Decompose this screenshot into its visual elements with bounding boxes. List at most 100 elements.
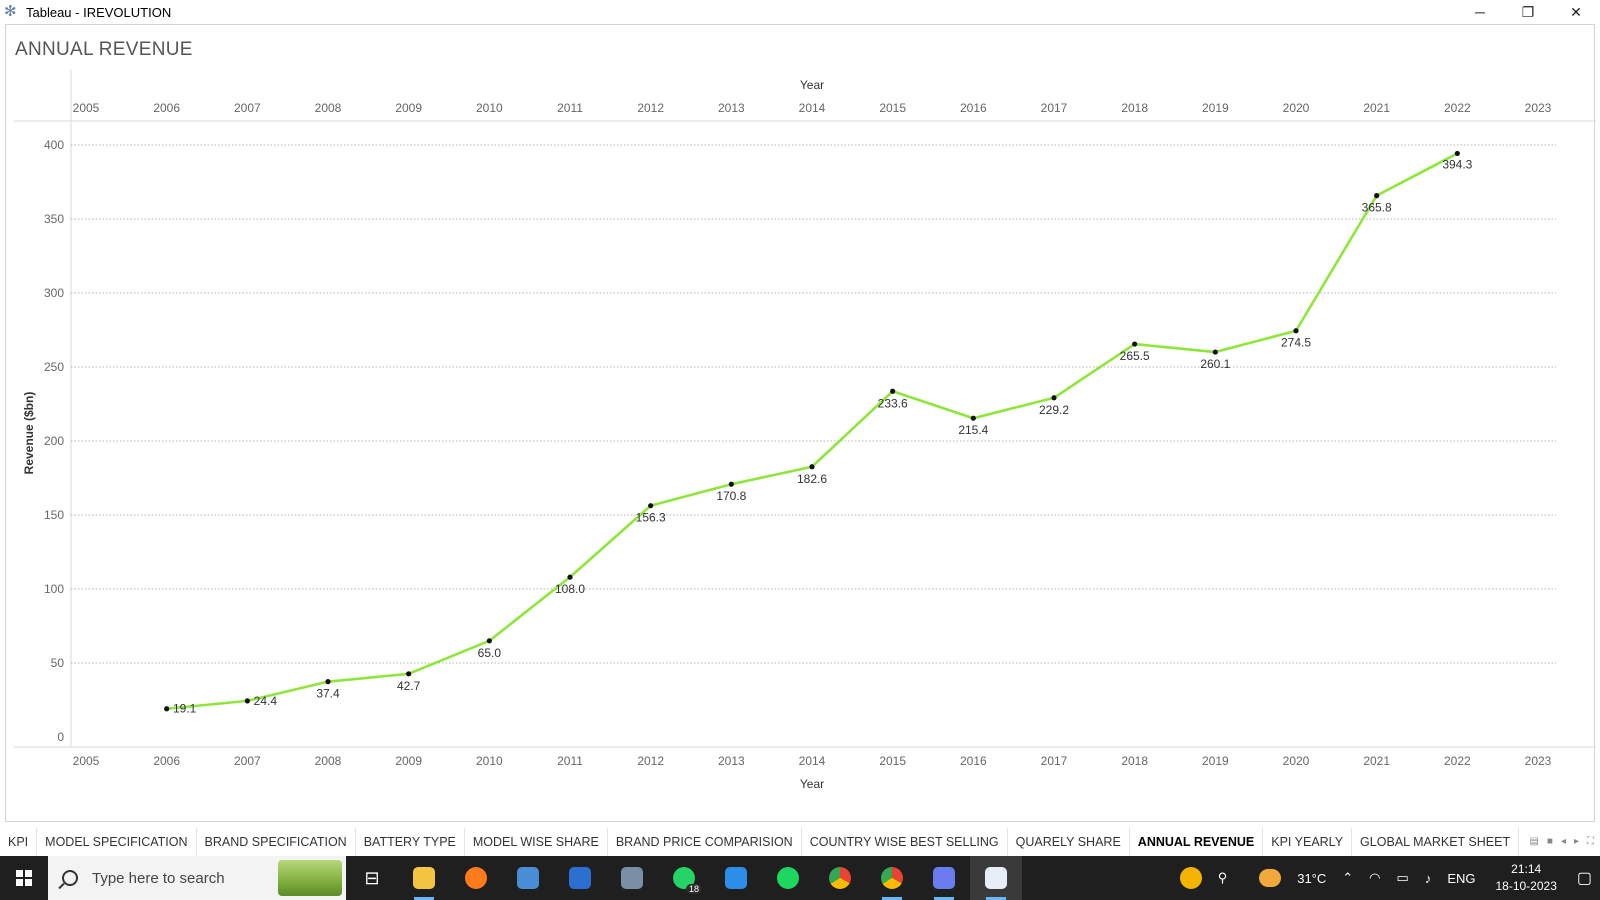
- start-button[interactable]: [0, 856, 48, 900]
- tab-battery-type[interactable]: BATTERY TYPE: [356, 828, 465, 856]
- power-automate-icon[interactable]: [918, 856, 970, 900]
- x-tick-label-bottom: 2019: [1202, 754, 1229, 768]
- x-tick-label-bottom: 2005: [73, 754, 100, 768]
- x-tick-label-bottom: 2007: [234, 754, 261, 768]
- chrome-icon[interactable]: [814, 856, 866, 900]
- sheet-tabs: KPI MODEL SPECIFICATION BRAND SPECIFICATIO…: [0, 828, 1600, 856]
- y-tick-label: 0: [57, 730, 64, 744]
- x-tick-label-bottom: 2015: [879, 754, 906, 768]
- data-point: [1374, 193, 1380, 199]
- prev-sheet-icon[interactable]: ◂: [1560, 836, 1566, 847]
- data-point: [809, 464, 815, 470]
- tab-country-wise-best-selling[interactable]: COUNTRY WISE BEST SELLING: [802, 828, 1008, 856]
- system-tray: ⚲ 31°C ⌃ ◠ ▭ ♪ ENG 21:14 18-10-2023 ▢: [1172, 856, 1600, 900]
- restore-button[interactable]: ❐: [1521, 3, 1535, 20]
- x-tick-label-top: 2008: [315, 101, 342, 115]
- people-icon[interactable]: ⚲: [1217, 870, 1228, 885]
- x-tick-label-top: 2016: [960, 101, 987, 115]
- x-tick-label-top: 2020: [1283, 101, 1310, 115]
- next-sheet-icon[interactable]: ▸: [1573, 836, 1579, 847]
- data-point: [1132, 341, 1138, 347]
- calculator-icon[interactable]: [502, 856, 554, 900]
- x-tick-label-top: 2012: [637, 101, 664, 115]
- data-point: [970, 415, 976, 421]
- x-tick-label-bottom: 2012: [637, 754, 664, 768]
- help-icon[interactable]: [1179, 867, 1202, 889]
- file-explorer-icon[interactable]: [398, 856, 450, 900]
- tableau-taskbar-icon[interactable]: [970, 856, 1022, 900]
- x-tick-label-bottom: 2023: [1525, 754, 1552, 768]
- x-tick-label-top: 2013: [718, 101, 745, 115]
- sheet-title: ANNUAL REVENUE: [15, 39, 193, 60]
- weather-icon[interactable]: [1259, 869, 1282, 887]
- fullscreen-icon[interactable]: ⛶: [1587, 836, 1594, 847]
- language-indicator[interactable]: ENG: [1447, 870, 1476, 886]
- notes-app-icon[interactable]: [554, 856, 606, 900]
- firefox-icon[interactable]: [450, 856, 502, 900]
- data-point: [1212, 349, 1218, 355]
- vscode-icon[interactable]: [710, 856, 762, 900]
- show-tabs-icon[interactable]: ■: [1546, 836, 1553, 847]
- data-point: [164, 706, 170, 712]
- camera-icon[interactable]: [606, 856, 658, 900]
- data-label: 108.0: [555, 582, 585, 596]
- revenue-line-chart[interactable]: 0 50 100 150 200 250 300 350 400 2005 2005 2006 2006…: [6, 25, 1596, 823]
- search-highlight-image: [278, 860, 342, 896]
- x-tick-label-top: 2010: [476, 101, 503, 115]
- data-label: 42.7: [397, 679, 421, 693]
- window-controls: ─ ❐ ✕: [1456, 0, 1600, 24]
- x-tick-label-top: 2023: [1525, 101, 1552, 115]
- chevron-up-icon[interactable]: ⌃: [1342, 870, 1354, 885]
- y-tick-label: 100: [44, 582, 64, 596]
- tab-brand-price-comparision[interactable]: BRAND PRICE COMPARISION: [608, 828, 802, 856]
- x-tick-label-top: 2018: [1121, 101, 1148, 115]
- tab-global-market-sheet[interactable]: GLOBAL MARKET SHEET: [1352, 828, 1520, 856]
- x-tick-label-top: 2021: [1363, 101, 1390, 115]
- data-point: [486, 638, 492, 644]
- window-title: Tableau - IREVOLUTION: [26, 4, 172, 20]
- data-label: 394.3: [1442, 157, 1472, 171]
- tab-model-wise-share[interactable]: MODEL WISE SHARE: [465, 828, 608, 856]
- close-button[interactable]: ✕: [1570, 3, 1582, 20]
- x-tick-label-bottom: 2018: [1121, 754, 1148, 768]
- x-tick-label-top: 2019: [1202, 101, 1229, 115]
- battery-icon[interactable]: ▭: [1396, 870, 1409, 885]
- spotify-icon[interactable]: [762, 856, 814, 900]
- minimize-button[interactable]: ─: [1475, 4, 1485, 20]
- tab-model-specification[interactable]: MODEL SPECIFICATION: [37, 828, 197, 856]
- x-tick-label-bottom: 2008: [315, 754, 342, 768]
- tab-kpi[interactable]: KPI: [0, 828, 38, 856]
- weather-temp[interactable]: 31°C: [1297, 870, 1327, 886]
- y-tick-label: 150: [44, 508, 64, 522]
- x-tick-label-bottom: 2013: [718, 754, 745, 768]
- data-point: [1293, 328, 1299, 334]
- search-placeholder: Type here to search: [92, 869, 225, 887]
- tab-brand-specification[interactable]: BRAND SPECIFICATION: [197, 828, 356, 856]
- taskbar: Type here to search ⊟ 18 ⚲ 31°C ⌃ ◠ ▭ ♪ …: [0, 856, 1600, 900]
- data-label: 229.2: [1039, 403, 1069, 417]
- x-tick-label-bottom: 2020: [1283, 754, 1310, 768]
- x-tick-label-top: 2009: [395, 101, 422, 115]
- data-point: [1454, 150, 1460, 157]
- tab-kpi-yearly[interactable]: KPI YEARLY: [1263, 828, 1353, 856]
- x-axis-title-bottom: Year: [800, 777, 824, 791]
- volume-icon[interactable]: ♪: [1424, 870, 1432, 886]
- whatsapp-icon[interactable]: 18: [658, 856, 710, 900]
- x-tick-label-top: 2011: [557, 101, 583, 115]
- data-label: 265.5: [1120, 349, 1150, 363]
- data-label: 65.0: [478, 646, 502, 660]
- y-tick-label: 250: [44, 360, 64, 374]
- clock-date: 18-10-2023: [1495, 879, 1557, 893]
- show-sheet-sorter-icon[interactable]: ▤: [1529, 836, 1539, 847]
- tab-annual-revenue[interactable]: ANNUAL REVENUE: [1130, 828, 1264, 856]
- data-label: 182.6: [797, 472, 827, 486]
- data-label: 260.1: [1200, 357, 1230, 371]
- data-label: 19.1: [173, 702, 197, 716]
- taskbar-search[interactable]: Type here to search: [48, 856, 346, 900]
- wifi-icon[interactable]: ◠: [1369, 870, 1381, 885]
- task-view-icon[interactable]: ⊟: [364, 867, 380, 888]
- clock[interactable]: 21:14 18-10-2023: [1495, 861, 1556, 895]
- chrome-profile-icon[interactable]: [866, 856, 918, 900]
- notification-icon[interactable]: ▢: [1576, 870, 1592, 887]
- tab-quarely-share[interactable]: QUARELY SHARE: [1008, 828, 1130, 856]
